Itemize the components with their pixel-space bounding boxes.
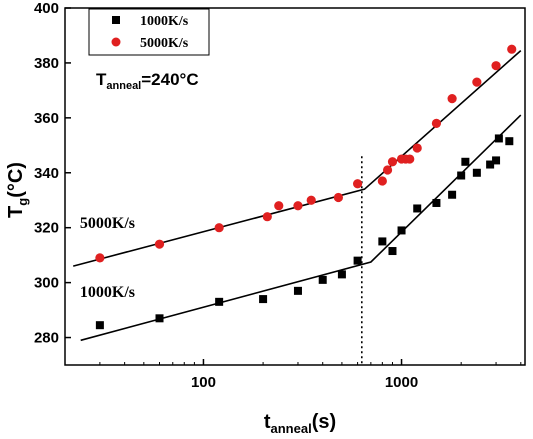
x-axis-title-sub: anneal	[271, 421, 312, 436]
y-tick-label: 280	[34, 330, 59, 347]
data-point-circle	[412, 143, 422, 153]
data-point-square	[293, 286, 302, 295]
data-point-square	[259, 295, 268, 304]
data-point-circle	[447, 94, 457, 104]
x-axis-title-main: t	[264, 411, 271, 433]
data-point-square	[378, 237, 387, 246]
data-point-circle	[95, 253, 105, 263]
y-axis-title-sub: g	[15, 198, 30, 206]
data-point-square	[337, 270, 346, 279]
data-point-circle	[293, 201, 303, 211]
y-tick-label: 300	[34, 275, 59, 292]
x-axis-title: tanneal(s)	[264, 411, 336, 436]
legend-marker-1000	[112, 16, 120, 24]
data-point-circle	[405, 154, 415, 164]
plot-frame	[64, 7, 526, 366]
y-tick-label: 340	[34, 165, 59, 182]
data-point-circle	[333, 192, 344, 203]
y-tick-label: 320	[34, 220, 59, 237]
data-point-square	[155, 314, 164, 323]
data-point-circle	[507, 44, 517, 54]
data-point-square	[318, 275, 327, 284]
y-tick-label: 360	[34, 110, 59, 127]
y-tick-label: 380	[34, 55, 59, 72]
data-point-square	[448, 190, 457, 199]
data-points	[95, 44, 517, 330]
legend-box	[88, 8, 210, 56]
axis-ticks: 280 300 320 340 360 380 400 100 1000	[34, 0, 522, 391]
legend-marker-5000	[111, 37, 121, 47]
x-tick-label: 1000	[385, 374, 418, 391]
x-tick-label: 100	[191, 374, 216, 391]
data-point-circle	[352, 179, 363, 189]
data-point-circle	[306, 195, 316, 205]
data-point-circle	[154, 239, 165, 249]
data-point-square	[215, 297, 224, 306]
data-point-circle	[377, 176, 387, 186]
condition-label-rest: =240°C	[141, 70, 198, 89]
legend-label-1000: 1000K/s	[140, 14, 189, 29]
data-point-square	[494, 134, 503, 143]
condition-label: Tanneal=240°C	[96, 70, 199, 92]
condition-label-sub: anneal	[106, 80, 141, 92]
data-point-square	[457, 171, 466, 180]
data-point-circle	[491, 61, 501, 71]
y-axis-title: Tg(°C)	[5, 162, 30, 218]
data-point-circle	[431, 118, 442, 128]
series-annotation: 1000K/s	[80, 284, 135, 301]
data-point-square	[486, 160, 495, 169]
data-point-square	[413, 204, 422, 213]
y-axis-title-rest: (°C)	[5, 162, 27, 198]
condition-label-main: T	[96, 70, 107, 89]
data-point-square	[353, 256, 362, 265]
data-point-square	[472, 168, 481, 177]
y-tick-label: 400	[34, 0, 59, 17]
fit-line	[80, 114, 522, 342]
series-annotation: 5000K/s	[80, 215, 135, 232]
data-point-square	[505, 137, 514, 146]
data-point-square	[388, 247, 397, 256]
data-point-square	[492, 156, 501, 165]
series-annotations: 5000K/s 1000K/s	[80, 215, 135, 301]
legend-label-5000: 5000K/s	[140, 36, 189, 51]
data-point-circle	[387, 157, 398, 167]
data-point-square	[461, 157, 470, 166]
data-point-circle	[262, 212, 272, 222]
data-point-square	[95, 321, 104, 330]
data-point-circle	[382, 165, 393, 175]
data-point-square	[432, 198, 441, 207]
x-axis-title-rest: (s)	[312, 411, 336, 433]
data-point-circle	[214, 223, 224, 233]
fit-lines	[72, 50, 522, 342]
y-axis-title-main: T	[5, 206, 27, 218]
data-point-circle	[472, 77, 482, 87]
legend: 1000K/s 5000K/s	[88, 8, 210, 56]
data-point-circle	[274, 201, 284, 211]
data-point-square	[397, 226, 406, 235]
fit-line	[72, 50, 522, 267]
